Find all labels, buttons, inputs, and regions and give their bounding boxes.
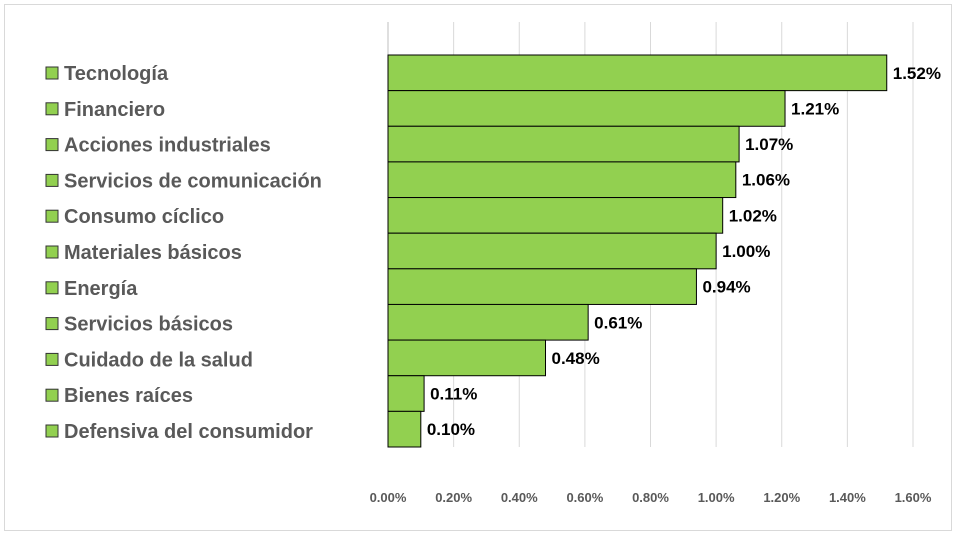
bar bbox=[387, 90, 786, 127]
legend-swatch bbox=[45, 352, 59, 366]
legend-swatch bbox=[45, 281, 59, 295]
data-label: 1.02% bbox=[729, 206, 777, 225]
x-tick-label: 0.00% bbox=[370, 490, 407, 505]
legend-category-label: Servicios básicos bbox=[64, 314, 233, 336]
data-label: 0.61% bbox=[594, 313, 642, 332]
x-tick-label: 1.40% bbox=[829, 490, 866, 505]
legend-category-label: Acciones industriales bbox=[64, 135, 271, 157]
legend-category-label: Energía bbox=[64, 278, 138, 300]
bar bbox=[387, 410, 422, 448]
x-tick-label: 0.80% bbox=[632, 490, 669, 505]
bars bbox=[387, 54, 888, 448]
legend: Tecnología Financiero Acciones industriale… bbox=[45, 63, 322, 443]
data-label: 1.52% bbox=[893, 64, 941, 83]
data-label: 0.10% bbox=[427, 420, 475, 439]
legend-category-label: Consumo cíclico bbox=[64, 206, 224, 228]
data-label: 0.48% bbox=[552, 349, 600, 368]
bar bbox=[387, 54, 888, 92]
data-label: 1.21% bbox=[791, 99, 839, 118]
legend-category-label: Financiero bbox=[64, 99, 165, 121]
legend-swatch bbox=[45, 388, 59, 402]
legend-swatch bbox=[45, 209, 59, 223]
legend-swatch bbox=[45, 245, 59, 259]
legend-swatch bbox=[45, 138, 59, 152]
data-label: 0.94% bbox=[702, 278, 750, 297]
bar bbox=[387, 232, 717, 270]
legend-swatch bbox=[45, 317, 59, 331]
legend-category-label: Tecnología bbox=[64, 63, 169, 85]
legend-category-label: Bienes raíces bbox=[64, 385, 193, 407]
bar bbox=[387, 339, 546, 377]
legend-category-label: Materiales básicos bbox=[64, 242, 242, 264]
data-label: 1.07% bbox=[745, 135, 793, 154]
x-tick-label: 0.60% bbox=[566, 490, 603, 505]
legend-swatch bbox=[45, 173, 59, 187]
data-label: 0.11% bbox=[430, 385, 477, 404]
legend-swatch bbox=[45, 102, 59, 116]
x-axis-ticks: 0.00% 0.20% 0.40% 0.60% 0.80% 1.00% 1.20% 1.40%… bbox=[370, 490, 932, 505]
data-label: 1.06% bbox=[742, 171, 790, 190]
legend-swatch bbox=[45, 66, 59, 80]
x-tick-label: 1.00% bbox=[698, 490, 735, 505]
legend-category-label: Defensiva del consumidor bbox=[64, 421, 313, 443]
bar bbox=[387, 125, 740, 163]
legend-category-label: Servicios de comunicación bbox=[64, 170, 322, 192]
x-tick-label: 0.20% bbox=[435, 490, 472, 505]
bar bbox=[387, 161, 737, 199]
bar bbox=[387, 268, 697, 305]
bar bbox=[387, 303, 589, 341]
data-label: 1.00% bbox=[722, 242, 770, 261]
legend-swatch bbox=[45, 424, 59, 438]
bar bbox=[387, 375, 425, 412]
x-tick-label: 0.40% bbox=[501, 490, 538, 505]
data-labels: 1.52% 1.21% 1.07% 1.06% 1.02% 1.00% 0.94% 0.61%… bbox=[427, 64, 941, 439]
x-tick-label: 1.60% bbox=[895, 490, 932, 505]
legend-category-label: Cuidado de la salud bbox=[64, 349, 253, 371]
x-tick-label: 1.20% bbox=[763, 490, 800, 505]
bar bbox=[387, 197, 724, 234]
